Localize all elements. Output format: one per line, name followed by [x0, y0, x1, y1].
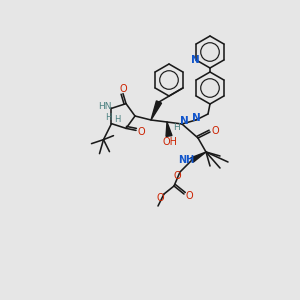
- Text: H: H: [105, 113, 112, 122]
- Text: H: H: [114, 115, 121, 124]
- Text: O: O: [185, 191, 193, 201]
- Text: OH: OH: [163, 137, 178, 147]
- Polygon shape: [191, 152, 206, 162]
- Text: H: H: [174, 124, 180, 133]
- Text: O: O: [137, 128, 145, 137]
- Text: O: O: [156, 193, 164, 203]
- Text: O: O: [173, 171, 181, 181]
- Text: O: O: [211, 126, 219, 136]
- Text: N: N: [191, 55, 200, 65]
- Polygon shape: [166, 122, 172, 136]
- Text: N: N: [192, 113, 200, 123]
- Text: NH: NH: [178, 155, 194, 165]
- Text: N: N: [180, 116, 188, 126]
- Polygon shape: [151, 101, 162, 120]
- Text: O: O: [119, 84, 127, 94]
- Text: HN: HN: [98, 102, 111, 111]
